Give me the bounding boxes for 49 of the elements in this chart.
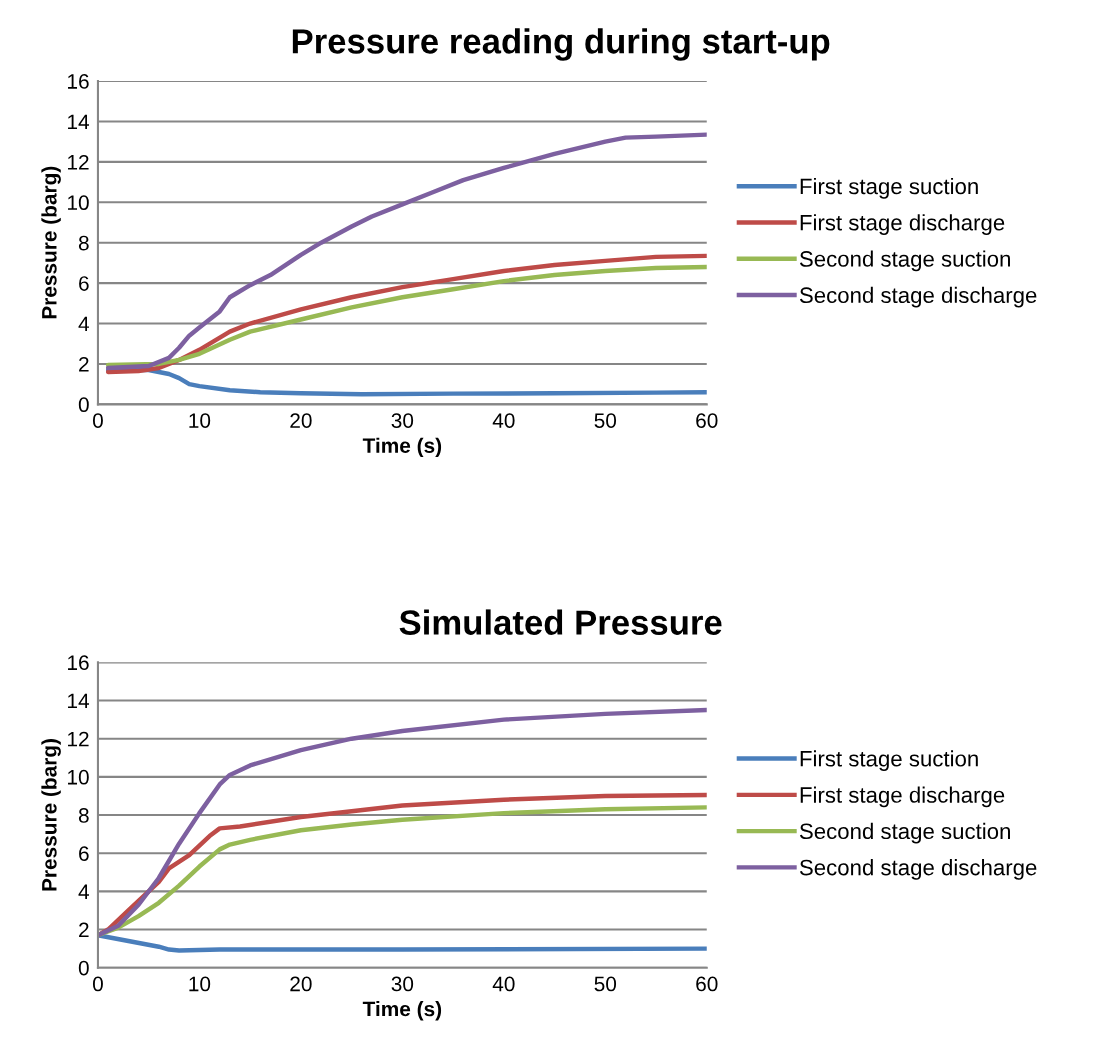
y-axis-title: Pressure (barg) <box>41 166 61 319</box>
x-tick-label: 50 <box>594 413 617 428</box>
x-tick-label: 60 <box>696 413 718 428</box>
x-tick-label: 60 <box>696 976 718 992</box>
y-tick-label: 2 <box>79 356 89 372</box>
y-axis-title: Pressure (barg) <box>41 739 61 891</box>
line-series <box>105 132 707 371</box>
y-tick-label: 16 <box>68 655 89 671</box>
x-tick-label: 20 <box>290 976 312 992</box>
y-tick-label: 0 <box>78 960 89 976</box>
y-tick-label: 8 <box>78 235 89 251</box>
x-tick-label: 20 <box>290 413 312 428</box>
x-tick-label: 40 <box>492 413 515 428</box>
legend-label: Second stage discharge <box>799 286 1037 308</box>
legend-label: Second stage discharge <box>799 859 1037 880</box>
y-tick-label: 10 <box>68 195 89 211</box>
x-axis-title: Time (s) <box>362 1001 442 1021</box>
legend-label: Second stage suction <box>799 822 1010 844</box>
y-tick-label: 0 <box>78 397 89 413</box>
line-series <box>97 933 707 953</box>
y-tick-label: 6 <box>79 846 89 861</box>
x-tick-label: 50 <box>594 976 617 992</box>
y-tick-label: 8 <box>78 808 89 823</box>
y-tick-label: 4 <box>78 884 89 899</box>
line-series <box>97 707 707 938</box>
x-tick-label: 40 <box>492 976 515 992</box>
legend-label: Second stage suction <box>799 250 1010 272</box>
x-tick-label: 30 <box>391 413 414 428</box>
y-tick-label: 6 <box>79 276 89 291</box>
x-tick-label: 0 <box>92 413 103 428</box>
legend-label: First stage suction <box>800 750 978 771</box>
y-tick-label: 14 <box>68 693 89 709</box>
legend-label: First stage discharge <box>800 214 1005 235</box>
legend-label: First stage discharge <box>800 786 1005 808</box>
x-axis-title: Time (s) <box>362 437 442 458</box>
y-tick-label: 2 <box>79 922 89 938</box>
x-tick-label: 30 <box>391 976 414 992</box>
y-tick-label: 12 <box>68 731 89 747</box>
y-tick-label: 10 <box>68 769 89 785</box>
y-tick-label: 12 <box>68 154 89 170</box>
y-tick-label: 14 <box>68 114 89 130</box>
x-tick-label: 10 <box>189 976 211 992</box>
x-tick-label: 10 <box>189 413 211 428</box>
y-tick-label: 16 <box>68 74 89 89</box>
y-tick-label: 4 <box>78 316 89 332</box>
chart-title: Pressure reading during start-up <box>292 28 830 61</box>
x-tick-label: 0 <box>92 976 103 992</box>
chart-title: Simulated Pressure <box>399 609 722 635</box>
legend-label: First stage suction <box>800 177 978 199</box>
